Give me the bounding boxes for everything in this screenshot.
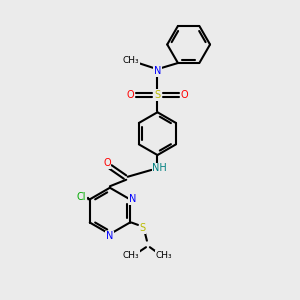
- Text: S: S: [140, 223, 146, 233]
- Text: CH₃: CH₃: [122, 251, 139, 260]
- Text: N: N: [129, 194, 137, 204]
- Text: N: N: [106, 232, 114, 242]
- Text: Cl: Cl: [77, 192, 86, 202]
- Text: S: S: [154, 90, 160, 100]
- Text: O: O: [103, 158, 111, 168]
- Text: N: N: [154, 66, 161, 76]
- Text: CH₃: CH₃: [122, 56, 139, 65]
- Text: O: O: [180, 90, 188, 100]
- Text: O: O: [127, 90, 134, 100]
- Text: NH: NH: [152, 164, 167, 173]
- Text: CH₃: CH₃: [156, 251, 172, 260]
